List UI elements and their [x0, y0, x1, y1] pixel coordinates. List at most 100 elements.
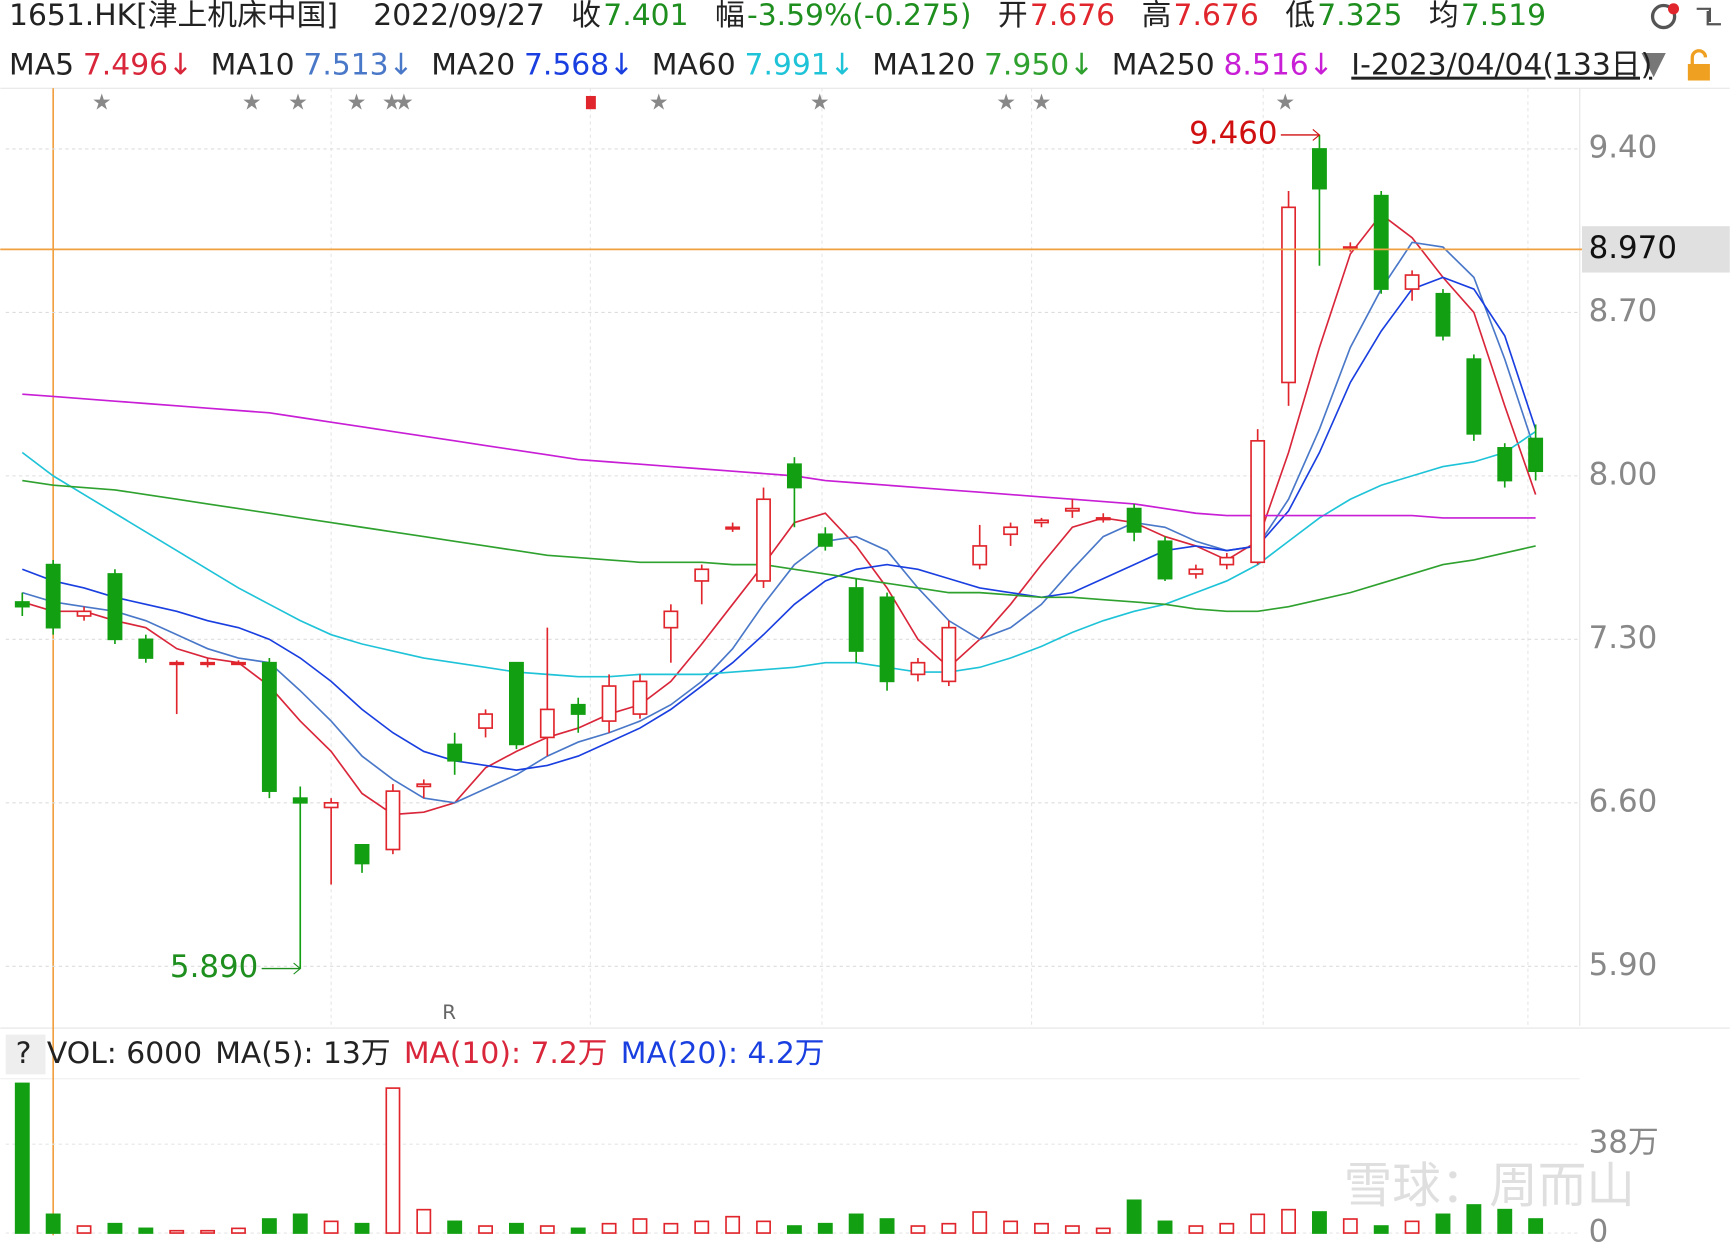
volume-bar	[1373, 1225, 1389, 1234]
svg-text:★: ★	[242, 91, 262, 116]
volume-bar	[1281, 1208, 1297, 1234]
candle-body	[354, 844, 370, 865]
range-label: I-2023/04/04(133日)	[1351, 48, 1652, 83]
field-name: 低	[1285, 0, 1315, 33]
candle-body	[1034, 519, 1049, 524]
annotation-arrow	[1312, 129, 1321, 141]
lock-icon[interactable]	[1687, 49, 1710, 81]
legend-value: 7.991↓	[745, 48, 855, 83]
volume-bar	[786, 1225, 802, 1234]
volume-legend: ?	[16, 1036, 32, 1071]
candle-body	[1435, 292, 1451, 337]
candle-body	[632, 680, 648, 715]
volume-bar	[1219, 1222, 1235, 1234]
event-flag	[585, 95, 596, 110]
volume-bar	[323, 1220, 339, 1234]
candle-body	[323, 801, 339, 809]
volume-bar	[848, 1213, 864, 1234]
field-value: 7.676	[1030, 0, 1115, 33]
volume-bar	[910, 1225, 926, 1234]
volume-bar	[601, 1222, 617, 1234]
candle-body	[1219, 556, 1235, 566]
volume-bar	[292, 1213, 308, 1234]
candle-body	[817, 533, 833, 547]
field-name: 均	[1429, 0, 1459, 33]
candle-body	[848, 587, 864, 652]
volume-bar	[941, 1222, 957, 1234]
field-name: 高	[1142, 0, 1172, 33]
volume-bar	[169, 1229, 185, 1234]
candle-body	[570, 703, 586, 715]
volume-bar	[1126, 1199, 1142, 1234]
annotation-label: 9.460	[1189, 115, 1277, 151]
ma-line	[22, 479, 1536, 613]
date: 2022/09/27	[373, 0, 545, 33]
svg-text:★: ★	[394, 91, 414, 116]
candle-body	[1003, 526, 1019, 536]
candle-body	[1404, 274, 1420, 290]
candle-body	[1342, 246, 1358, 250]
candle-body	[786, 463, 802, 489]
legend-value: 7.513↓	[303, 48, 413, 83]
dropdown-arrow[interactable]	[1641, 52, 1666, 78]
candle-body	[1466, 358, 1482, 435]
volume-bar	[694, 1220, 710, 1234]
volume-bar	[1497, 1208, 1513, 1234]
candle-body	[1497, 447, 1513, 482]
legend-value: 7.568↓	[524, 48, 634, 83]
volume-bar	[1034, 1222, 1049, 1234]
annotation-label: 5.890	[170, 949, 258, 985]
field-value: -3.59%(-0.275)	[747, 0, 971, 33]
candle-body	[107, 573, 123, 641]
svg-text:★: ★	[996, 91, 1016, 116]
volume-bar	[509, 1222, 524, 1234]
legend-value: 7.950↓	[984, 48, 1094, 83]
candle-body	[45, 563, 61, 629]
svg-text:★: ★	[810, 91, 830, 116]
volume-bar	[14, 1082, 30, 1234]
legend-name: MA5	[9, 48, 74, 83]
settings-icon[interactable]	[1650, 3, 1680, 30]
candle-body	[292, 797, 308, 804]
legend-value: 8.516↓	[1223, 48, 1333, 83]
volume-bar	[1064, 1225, 1080, 1234]
y-tick-label: 8.00	[1589, 456, 1658, 492]
y-tick-label: 9.40	[1589, 129, 1658, 165]
field-value: 7.401	[603, 0, 688, 33]
volume-bar	[1342, 1218, 1358, 1234]
candle-body	[200, 661, 216, 666]
ma-line	[22, 276, 1537, 771]
legend-value: 7.496↓	[83, 48, 193, 83]
volume-bar	[478, 1225, 494, 1234]
candle-body	[76, 610, 92, 617]
volume-bar	[663, 1222, 679, 1234]
candle-body	[1250, 440, 1266, 564]
svg-text:★: ★	[288, 91, 308, 116]
marker: R	[442, 1001, 456, 1024]
candle-body	[231, 661, 246, 666]
svg-text:★: ★	[1032, 91, 1052, 116]
crosshair-label: 8.970	[1589, 230, 1677, 266]
candle-body	[725, 526, 741, 530]
candle-body	[478, 713, 494, 729]
volume-bar	[1157, 1220, 1173, 1234]
candle-body	[385, 790, 401, 851]
candle-body	[1528, 437, 1544, 473]
volume-legend: VOL: 6000	[47, 1036, 202, 1071]
volume-bar	[1435, 1213, 1451, 1234]
volume-bar	[1003, 1220, 1019, 1234]
svg-text:★: ★	[649, 91, 669, 116]
volume-bar	[107, 1222, 123, 1234]
volume-bar	[76, 1225, 92, 1234]
expand-icon[interactable]	[1696, 7, 1721, 26]
crosshair-label-box	[1581, 226, 1730, 273]
legend-name: MA120	[872, 48, 975, 83]
volume-legend: MA(10): 7.2万	[404, 1036, 608, 1071]
volume-bar	[972, 1211, 988, 1234]
volume-bar	[1466, 1204, 1482, 1234]
volume-bar	[138, 1227, 154, 1234]
candle-body	[1281, 206, 1297, 384]
field-value: 7.325	[1317, 0, 1402, 33]
candle-body	[138, 638, 154, 659]
